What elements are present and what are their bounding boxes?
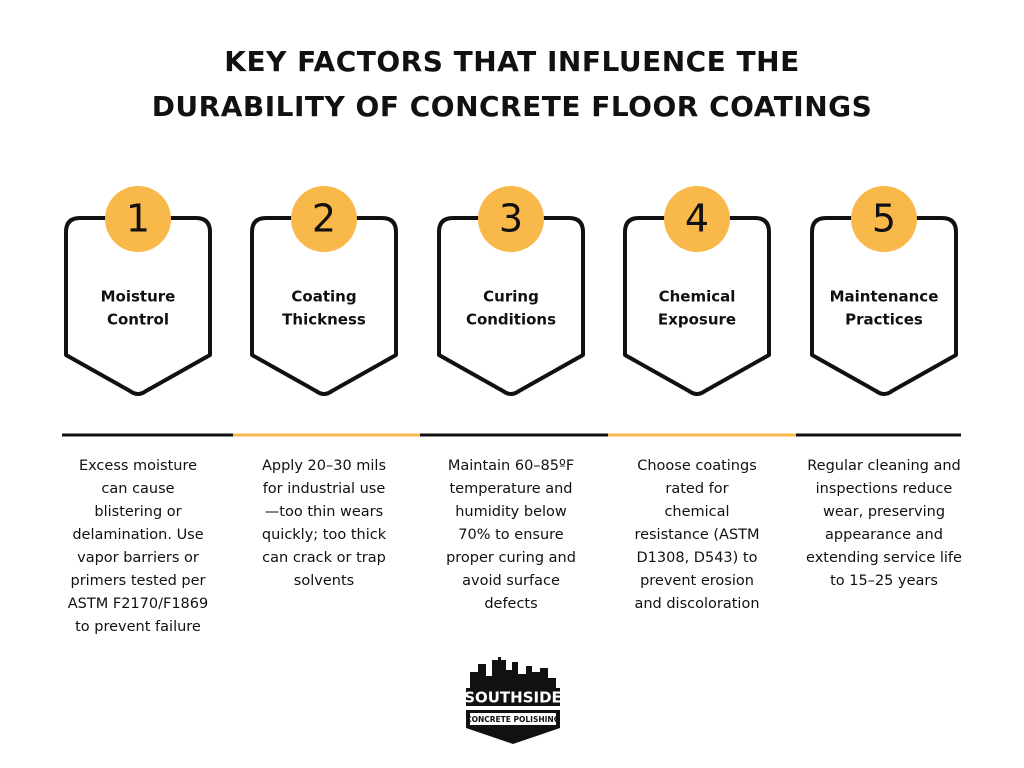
factor-title: Coating xyxy=(291,288,356,306)
factor-description: prevent erosion xyxy=(640,573,754,589)
factor-description: solvents xyxy=(294,573,354,589)
logo-tagline: CONCRETE POLISHING xyxy=(466,715,560,724)
factor-number: 3 xyxy=(499,197,523,241)
factor-description: resistance (ASTM xyxy=(634,527,759,543)
factor-description: chemical xyxy=(664,504,729,520)
number-badge xyxy=(478,186,544,252)
factor-title: Curing xyxy=(483,288,539,306)
factor-description: to prevent failure xyxy=(75,619,201,635)
factor-title: Maintenance xyxy=(830,288,939,306)
number-badge xyxy=(664,186,730,252)
factor-number: 1 xyxy=(126,197,150,241)
factor-description: Choose coatings xyxy=(637,458,757,474)
title: DURABILITY OF CONCRETE FLOOR COATINGS xyxy=(152,90,873,123)
factor-description: can crack or trap xyxy=(262,550,386,566)
factor-title: Control xyxy=(107,311,169,329)
factor-description: for industrial use xyxy=(263,481,386,497)
factor-description: avoid surface xyxy=(462,573,560,589)
factor-description: can cause xyxy=(101,481,174,497)
number-badge xyxy=(105,186,171,252)
shield xyxy=(810,216,958,396)
logo-name: SOUTHSIDE xyxy=(464,689,562,707)
factor-title: Chemical xyxy=(659,288,736,306)
skyline xyxy=(470,657,556,690)
factor-description: temperature and xyxy=(449,481,572,497)
logo: SOUTHSIDE CONCRETE POLISHING xyxy=(464,657,562,744)
factor-title: Moisture xyxy=(101,288,176,306)
number-badge xyxy=(851,186,917,252)
factor-title: Practices xyxy=(845,311,923,329)
factor-description: appearance and xyxy=(825,527,943,543)
factor-description: delamination. Use xyxy=(72,527,203,543)
factor-description: extending service life xyxy=(806,550,962,566)
factor-title: Thickness xyxy=(282,311,366,329)
logo-band xyxy=(466,688,560,706)
factor-description: to 15–25 years xyxy=(830,573,938,589)
factor-title: Conditions xyxy=(466,311,556,329)
factor-description: quickly; too thick xyxy=(262,527,387,543)
factor-description: —too thin wears xyxy=(265,504,383,520)
factor-description: Excess moisture xyxy=(79,458,197,474)
factor-description: primers tested per xyxy=(70,573,205,589)
factor-description: Apply 20–30 mils xyxy=(262,458,386,474)
factor-description: 70% to ensure xyxy=(458,527,564,543)
factor-description: proper curing and xyxy=(446,550,576,566)
factor-description: defects xyxy=(484,596,537,612)
shield xyxy=(250,216,398,396)
logo-ribbon xyxy=(470,713,556,725)
factor-description: wear, preserving xyxy=(823,504,945,520)
factor-description: blistering or xyxy=(94,504,181,520)
factor-description: vapor barriers or xyxy=(77,550,199,566)
factor-title: Exposure xyxy=(658,311,736,329)
shield xyxy=(64,216,212,396)
factor-number: 2 xyxy=(312,197,336,241)
factor-description: ASTM F2170/F1869 xyxy=(68,596,208,612)
factor-description: and discoloration xyxy=(634,596,759,612)
factor-number: 5 xyxy=(872,197,896,241)
number-badge xyxy=(291,186,357,252)
factor-description: Regular cleaning and xyxy=(807,458,961,474)
factor-description: D1308, D543) to xyxy=(637,550,758,566)
factor-description: rated for xyxy=(665,481,728,497)
title: KEY FACTORS THAT INFLUENCE THE xyxy=(224,45,799,78)
factor-description: humidity below xyxy=(455,504,567,520)
shield xyxy=(437,216,585,396)
factor-number: 4 xyxy=(685,197,709,241)
shield xyxy=(623,216,771,396)
factor-description: inspections reduce xyxy=(816,481,953,497)
factor-description: Maintain 60–85ºF xyxy=(448,458,574,474)
